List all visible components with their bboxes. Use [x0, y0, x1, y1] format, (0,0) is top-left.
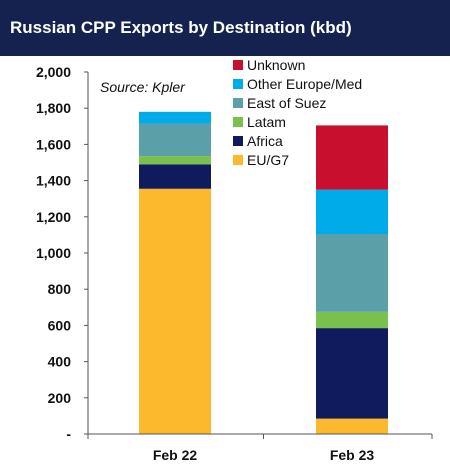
legend-swatch: [233, 98, 243, 108]
bar-segment: [316, 311, 388, 329]
legend-swatch: [233, 79, 243, 89]
y-tick-label: 600: [48, 317, 72, 333]
chart-title: Russian CPP Exports by Destination (kbd): [0, 0, 450, 56]
x-axis: Feb 22 Feb 23: [87, 433, 433, 463]
y-tick-label: 1,200: [36, 209, 71, 225]
y-tick-label: 1,800: [36, 100, 71, 116]
y-tick-label: 1,600: [36, 136, 71, 152]
y-tick-label: 800: [48, 281, 72, 297]
y-tick-label: 2,000: [36, 64, 71, 80]
bar-segment: [316, 418, 388, 434]
x-category-label: Feb 22: [153, 447, 198, 463]
y-tick-label: 1,400: [36, 173, 71, 189]
bar-segment: [139, 111, 211, 124]
bar-segment: [139, 164, 211, 189]
y-tick-label: 1,000: [36, 245, 71, 261]
bar-segment: [139, 123, 211, 157]
bar-segment: [316, 233, 388, 312]
bar-segment: [139, 188, 211, 434]
bars: [139, 111, 388, 434]
y-tick-label: 400: [48, 354, 72, 370]
legend-swatch: [233, 136, 243, 146]
legend-swatch: [233, 60, 243, 70]
legend-swatch: [233, 117, 243, 127]
source-note: Source: Kpler: [100, 79, 186, 95]
legend-label: EU/G7: [247, 152, 289, 168]
bar-segment: [139, 156, 211, 165]
y-tick-label: 200: [48, 390, 72, 406]
y-axis: - 200 400 600 800 1,000 1,200 1,400 1,600 1,800 2,…: [36, 64, 89, 442]
legend-label: Other Europe/Med: [247, 76, 362, 92]
legend-label: Latam: [247, 114, 286, 130]
bar-segment: [316, 189, 388, 234]
legend-label: East of Suez: [247, 95, 326, 111]
legend-label: Africa: [247, 133, 283, 149]
y-tick-label: -: [66, 426, 71, 442]
bar-segment: [316, 125, 388, 190]
legend: Unknown Other Europe/Med East of Suez Latam…: [233, 57, 362, 168]
legend-swatch: [233, 155, 243, 165]
x-category-label: Feb 23: [330, 447, 375, 463]
legend-label: Unknown: [247, 57, 305, 73]
bar-segment: [316, 328, 388, 419]
